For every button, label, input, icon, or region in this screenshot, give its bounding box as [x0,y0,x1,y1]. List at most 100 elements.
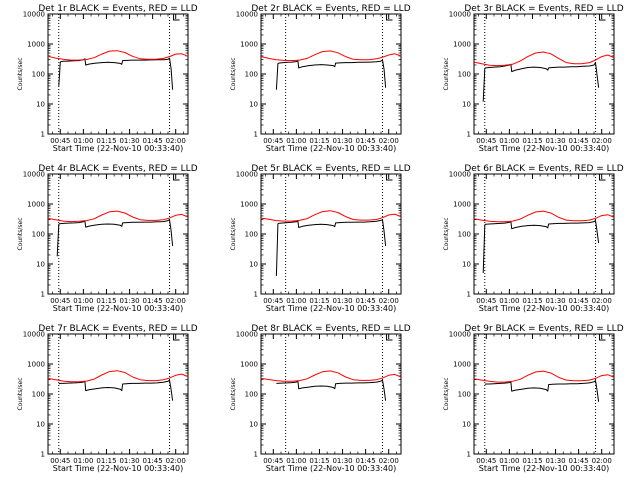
x-tick-label: 01:00 [286,297,306,305]
series-line-events [56,219,174,257]
y-tick-label: 1000 [27,361,45,369]
x-tick-label: 02:00 [592,457,612,465]
series-line-events [482,62,600,102]
x-axis-label: Start Time (22-Nov-10 00:33:40) [479,304,609,313]
x-axis-label: Start Time (22-Nov-10 00:33:40) [266,144,396,153]
x-tick-label: 01:00 [73,457,93,465]
series-line-events [482,220,600,274]
x-tick-label: 02:00 [592,297,612,305]
y-axis-label: Counts/sec [230,377,237,410]
chart-title: Det 6r BLACK = Events, RED = LLD [464,164,623,174]
series-line-lld [47,210,189,223]
x-tick-label: 01:15 [96,137,116,145]
x-tick-label: 01:45 [356,457,376,465]
x-tick-label: 02:00 [592,137,612,145]
x-tick-label: 01:30 [545,137,565,145]
x-tick-label: 00:45 [476,297,496,305]
x-tick-label: 01:45 [569,297,589,305]
y-tick-label: 1000 [27,201,45,209]
y-tick-label: 1 [467,131,471,139]
x-tick-label: 00:45 [50,297,70,305]
x-tick-label: 01:30 [332,297,352,305]
x-tick-label: 01:15 [96,297,116,305]
x-tick-label: 01:30 [332,457,352,465]
plot-frame [47,173,189,295]
y-tick-label: 10 [249,261,258,269]
y-tick-label: 10000 [23,11,45,19]
x-axis-label: Start Time (22-Nov-10 00:33:40) [479,144,609,153]
y-tick-label: 1 [41,291,45,299]
y-tick-label: 100 [245,71,258,79]
x-tick-label: 01:00 [286,137,306,145]
y-tick-label: 1 [254,131,258,139]
x-tick-label: 01:30 [332,137,352,145]
plot-frame [260,173,402,295]
x-tick-label: 00:45 [50,457,70,465]
y-axis-label: Counts/sec [230,217,237,250]
series-line-events [484,380,600,402]
x-tick-label: 01:00 [499,137,519,145]
x-axis-label: Start Time (22-Nov-10 00:33:40) [479,464,609,473]
x-tick-label: 00:45 [263,137,283,145]
x-tick-label: 01:30 [119,457,139,465]
series-line-events [58,57,174,90]
x-tick-label: 01:30 [119,137,139,145]
plot-frame [260,13,402,135]
y-tick-label: 10000 [23,331,45,339]
plot-frame [47,13,189,135]
chart-panel-2: Det 2r BLACK = Events, RED = LLD 1 10 100 10… [230,4,411,153]
y-axis-label: Counts/sec [17,57,24,90]
x-axis-label: Start Time (22-Nov-10 00:33:40) [266,304,396,313]
y-tick-label: 1000 [453,361,471,369]
y-tick-label: 100 [458,71,471,79]
chart-title: Det 4r BLACK = Events, RED = LLD [38,164,197,174]
y-tick-label: 10000 [236,11,258,19]
chart-title: Det 5r BLACK = Events, RED = LLD [251,164,410,174]
y-tick-label: 10000 [449,11,471,19]
x-tick-label: 01:15 [309,297,329,305]
chart-panel-7: Det 7r BLACK = Events, RED = LLD 1 10 100 10… [17,324,198,473]
y-axis-label: Counts/sec [17,377,24,410]
x-tick-label: 01:45 [356,137,376,145]
x-tick-label: 02:00 [166,297,186,305]
y-tick-label: 1000 [240,41,258,49]
chart-panel-4: Det 4r BLACK = Events, RED = LLD 1 10 100 10… [17,164,198,313]
interval-marker [173,174,180,181]
x-tick-label: 01:45 [143,137,163,145]
y-tick-label: 1 [254,291,258,299]
chart-title: Det 2r BLACK = Events, RED = LLD [251,4,410,14]
x-tick-label: 01:30 [545,457,565,465]
y-axis-label: Counts/sec [230,57,237,90]
y-tick-label: 10 [36,261,45,269]
y-tick-label: 1000 [453,41,471,49]
x-tick-label: 01:15 [522,297,542,305]
x-tick-label: 01:15 [309,457,329,465]
chart-panel-5: Det 5r BLACK = Events, RED = LLD 1 10 100 10… [230,164,411,313]
series-line-lld [260,370,402,382]
y-tick-label: 100 [245,231,258,239]
series-line-lld [473,370,615,383]
series-line-lld [260,210,402,222]
interval-marker [173,14,180,21]
y-tick-label: 100 [32,71,45,79]
chart-title: Det 3r BLACK = Events, RED = LLD [464,4,623,14]
chart-panel-3: Det 3r BLACK = Events, RED = LLD 1 10 100 10… [443,4,624,153]
chart-panel-6: Det 6r BLACK = Events, RED = LLD 1 10 100 10… [443,164,624,313]
chart-panel-8: Det 8r BLACK = Events, RED = LLD 1 10 100 10… [230,324,411,473]
y-tick-label: 10 [36,101,45,109]
x-tick-label: 00:45 [476,137,496,145]
x-tick-label: 01:00 [286,457,306,465]
x-tick-label: 01:00 [499,297,519,305]
y-tick-label: 100 [245,391,258,399]
series-line-events [58,379,174,401]
y-tick-label: 100 [458,391,471,399]
interval-marker [386,334,393,341]
y-tick-label: 10 [462,421,471,429]
y-tick-label: 10 [462,101,471,109]
y-axis-label: Counts/sec [443,57,450,90]
y-tick-label: 1000 [453,201,471,209]
series-line-lld [260,50,402,62]
x-tick-label: 01:00 [73,297,93,305]
y-tick-label: 1 [467,451,471,459]
